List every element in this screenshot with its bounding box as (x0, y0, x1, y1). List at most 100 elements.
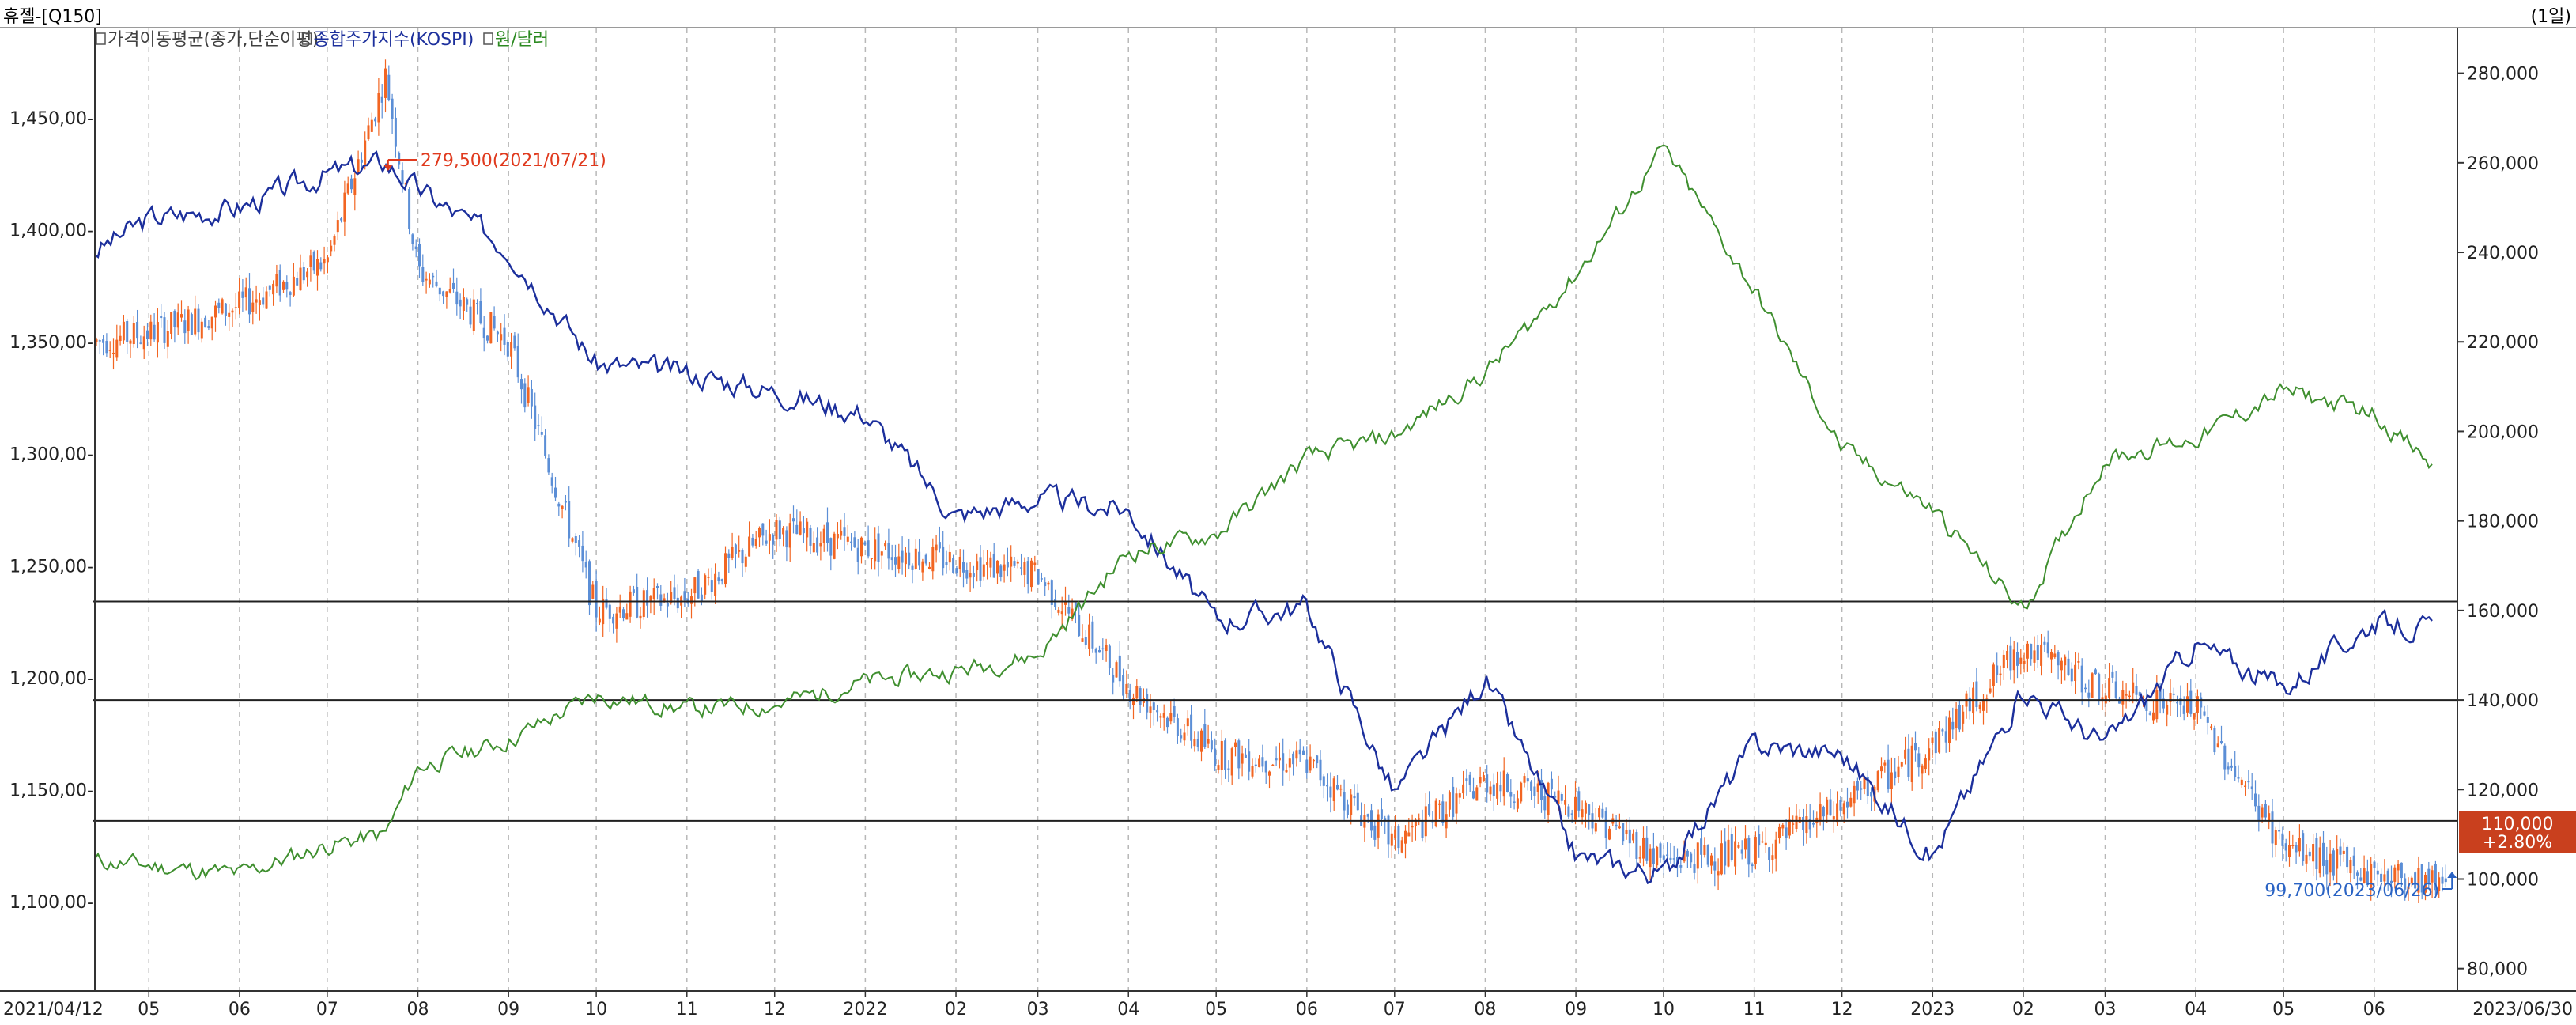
candle-body (775, 520, 778, 540)
candle-body (2346, 846, 2349, 868)
candle-body (370, 119, 373, 132)
candle-body (275, 274, 278, 287)
candle-body (1305, 759, 1309, 773)
candle-body (1146, 694, 1149, 713)
candle-body (598, 618, 601, 623)
candle-body (408, 189, 411, 229)
candle-body (574, 536, 577, 543)
candle-body (1747, 838, 1751, 865)
candle-body (2393, 867, 2397, 882)
candle-body (1404, 830, 1407, 844)
candle-body (153, 324, 156, 340)
candle-body (2386, 870, 2389, 884)
candle-body (1900, 762, 1903, 767)
candle-body (2023, 660, 2026, 664)
candle-body (333, 236, 336, 245)
candle-body (2284, 843, 2287, 851)
candle-body (1880, 766, 1883, 772)
candle-body (1186, 718, 1189, 727)
candle-body (194, 308, 197, 335)
candle-body (874, 539, 877, 562)
x-axis-tick-label: 2022 (843, 1000, 887, 1019)
candle-body (221, 299, 224, 314)
candle-body (238, 291, 241, 308)
x-axis-tick-label: 2023/06/30 (2472, 1000, 2573, 1019)
candle-body (1632, 833, 1635, 841)
candle-body (2370, 864, 2373, 888)
candle-body (1023, 562, 1026, 575)
candle-body (761, 523, 765, 536)
candle-body (1343, 792, 1346, 811)
candle-body (2186, 696, 2189, 713)
candle-body (326, 257, 329, 263)
candle-body (890, 557, 893, 561)
candle-body (2434, 864, 2437, 891)
candle-body (1322, 776, 1325, 786)
candle-body (452, 282, 455, 289)
candle-body (1040, 578, 1043, 580)
candle-body (105, 341, 108, 354)
candle-body (197, 308, 200, 333)
right-axis-tick-label: 260,000 (2467, 154, 2539, 174)
candle-body (894, 557, 897, 565)
candle-body (809, 527, 812, 546)
candle-body (1278, 757, 1281, 761)
candle-body (1822, 807, 1825, 817)
candle-body (1047, 582, 1050, 585)
candle-body (1625, 830, 1628, 834)
candle-body (411, 234, 414, 244)
candle-body (1166, 717, 1169, 728)
candle-body (170, 312, 173, 334)
candle-body (1812, 823, 1815, 825)
candle-body (1978, 704, 1981, 709)
candle-body (1560, 793, 1563, 801)
candle-body (1557, 790, 1560, 804)
candle-body (2057, 652, 2060, 666)
candle-body (2070, 668, 2073, 682)
candle-body (1316, 755, 1319, 764)
candle-body (2240, 779, 2243, 785)
candle-body (931, 547, 935, 572)
candle-body (1520, 782, 1523, 802)
candle-body (2254, 793, 2257, 807)
candle-body (1455, 793, 1458, 814)
candle-body (1839, 800, 1842, 811)
candle-body (527, 387, 530, 403)
candle-body (214, 305, 217, 318)
candle-body (500, 334, 503, 341)
candle-body (2145, 699, 2148, 712)
candle-body (1482, 775, 1485, 782)
grid-lines (148, 28, 2375, 991)
candle-body (2427, 868, 2431, 883)
candle-body (1441, 801, 1445, 823)
candle-body (843, 527, 846, 536)
candle-body (1448, 792, 1451, 810)
x-axis-tick-label: 08 (407, 1000, 429, 1019)
window-title: 휴젤-[Q150] (3, 7, 102, 27)
candle-body (1421, 820, 1424, 838)
candle-body (2206, 717, 2209, 723)
candle-body (1479, 777, 1482, 784)
legend: 가격이동평균(종가,단순이평)종합주가지수(KOSPI) 원/달러 (96, 30, 549, 50)
candle-body (989, 557, 992, 568)
candle-body (571, 538, 574, 542)
candle-body (765, 540, 768, 544)
candle-body (1044, 582, 1047, 587)
candle-body (1523, 776, 1526, 783)
candle-body (2220, 741, 2223, 743)
candle-body (482, 327, 485, 339)
candle-body (2203, 711, 2206, 716)
candle-body (649, 596, 652, 602)
candle-body (744, 556, 747, 567)
candle-body (387, 74, 391, 100)
candle-body (248, 288, 251, 315)
candle-body (1635, 832, 1638, 859)
candle-body (289, 292, 292, 295)
candle-body (897, 556, 901, 569)
candle-body (1084, 637, 1087, 645)
candle-body (1373, 825, 1377, 840)
high-annotation-label: 279,500(2021/07/21) (421, 151, 606, 171)
candle-body (826, 522, 829, 543)
candle-body (448, 289, 451, 293)
candle-body (1380, 809, 1383, 819)
